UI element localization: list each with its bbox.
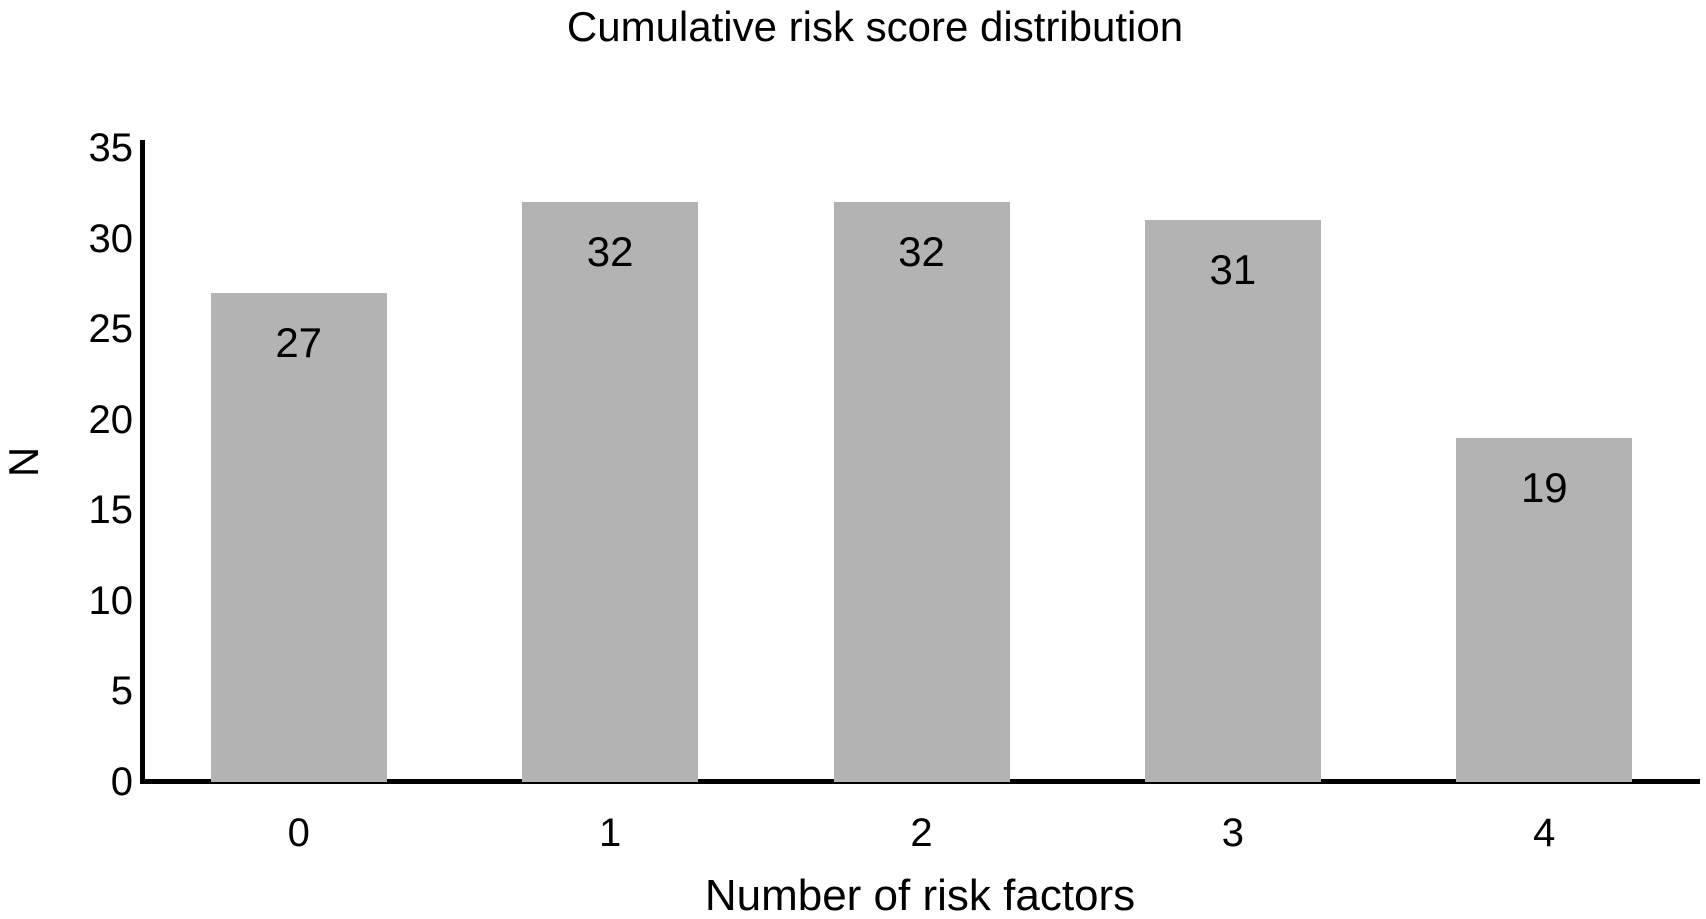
bar-0: 27 <box>210 293 387 782</box>
x-tick-label: 4 <box>1533 811 1556 855</box>
x-tick-label: 3 <box>1221 811 1245 855</box>
x-axis-title: Number of risk factors <box>704 871 1136 919</box>
bar-2: 32 <box>833 202 1010 782</box>
y-tick-label: 20 <box>88 397 134 442</box>
chart-title: Cumulative risk score distribution <box>566 3 1184 50</box>
bar-data-label: 31 <box>1209 246 1257 293</box>
y-tick-label: 15 <box>88 488 134 533</box>
y-tick-label: 5 <box>110 669 133 714</box>
y-tick-label: 0 <box>110 760 133 804</box>
bar-1: 32 <box>522 202 699 782</box>
y-axis-title: N <box>0 446 47 478</box>
y-axis-line <box>140 140 145 784</box>
bar-4: 19 <box>1456 438 1633 782</box>
y-tick-label: 35 <box>88 126 134 170</box>
bar-data-label: 32 <box>898 228 945 275</box>
x-tick-label: 1 <box>598 811 622 855</box>
x-tick-label: 2 <box>910 811 933 855</box>
x-tick-label: 0 <box>287 811 310 855</box>
y-tick-label: 10 <box>88 578 134 623</box>
y-tick-label: 30 <box>88 216 134 261</box>
bar-data-label: 19 <box>1520 464 1568 511</box>
bar-3: 31 <box>1144 220 1321 782</box>
bar-data-label: 27 <box>275 319 323 366</box>
y-tick-label: 25 <box>88 307 134 352</box>
bar-data-label: 32 <box>586 228 634 275</box>
